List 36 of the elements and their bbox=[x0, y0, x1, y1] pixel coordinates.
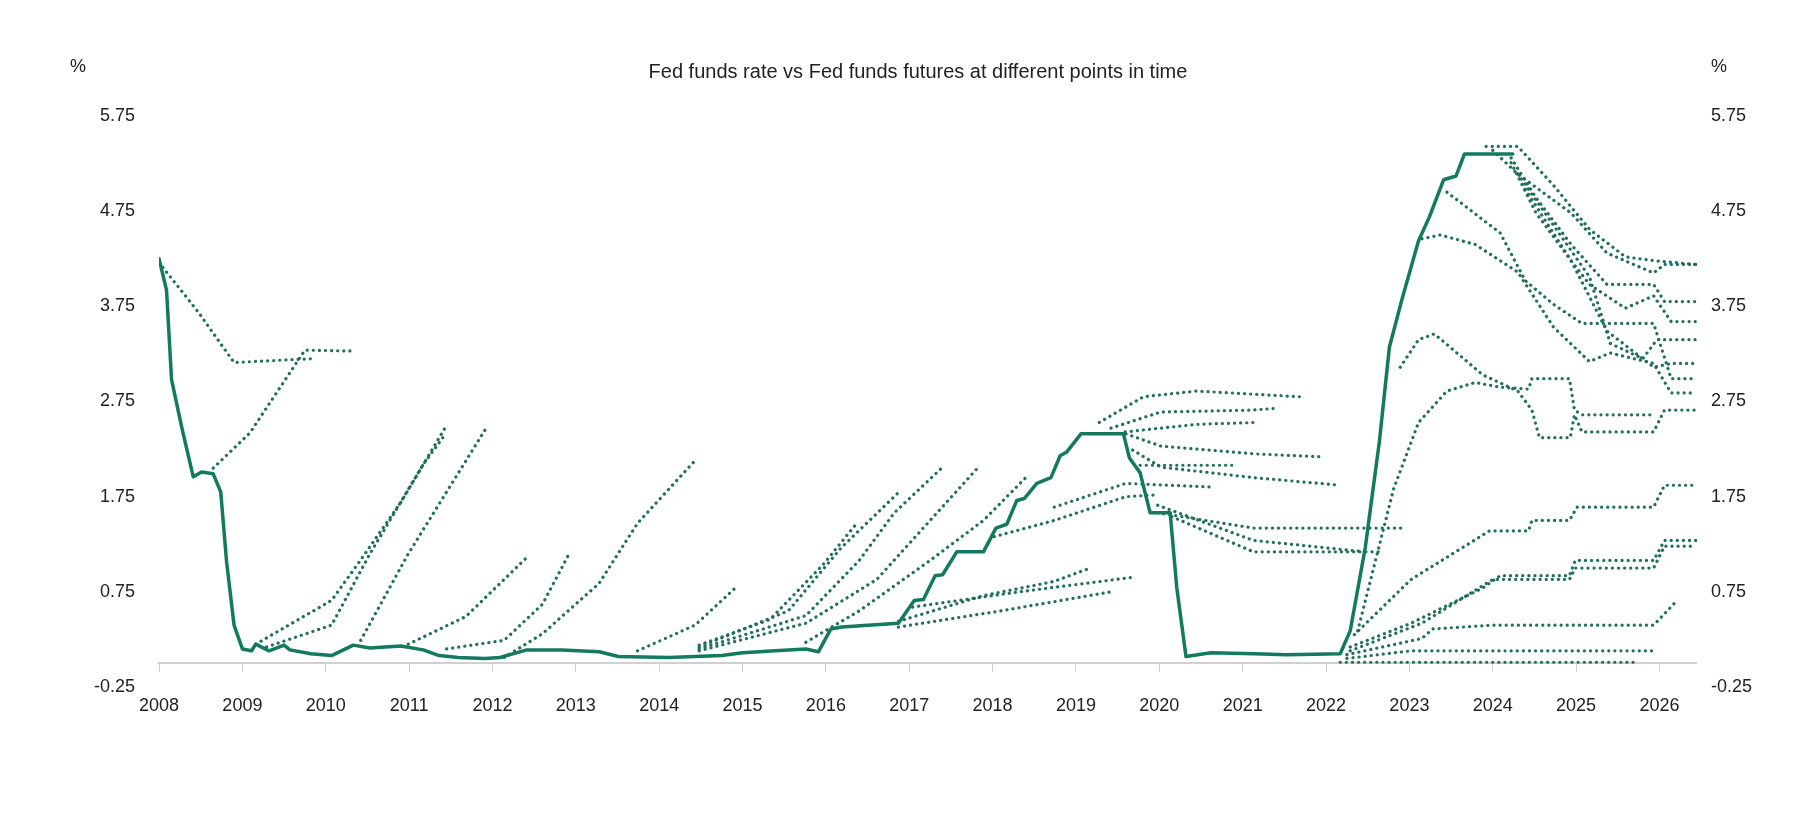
x-tick-label: 2023 bbox=[1389, 694, 1430, 715]
x-tick-label: 2021 bbox=[1222, 694, 1263, 715]
x-tick-label: 2012 bbox=[472, 694, 513, 715]
y2-tick-label: 1.75 bbox=[1710, 485, 1747, 506]
y-tick-label: 3.75 bbox=[99, 295, 136, 316]
y-axis-title: % bbox=[70, 55, 87, 76]
y-tick-label: 4.75 bbox=[99, 200, 136, 221]
y-tick-label: 1.75 bbox=[99, 485, 136, 506]
x-tick-label: 2008 bbox=[139, 694, 180, 715]
x-tick-label: 2020 bbox=[1139, 694, 1180, 715]
x-tick-label: 2018 bbox=[972, 694, 1013, 715]
x-tick-label: 2019 bbox=[1055, 694, 1096, 715]
x-tick-label: 2013 bbox=[555, 694, 596, 715]
x-tick-label: 2014 bbox=[639, 694, 680, 715]
y-tick-label: 5.75 bbox=[99, 104, 136, 125]
chart-title: Fed funds rate vs Fed funds futures at different points in time bbox=[648, 59, 1188, 82]
y-tick-label: 2.75 bbox=[99, 390, 136, 411]
y2-tick-label: 4.75 bbox=[1710, 200, 1747, 221]
x-tick-label: 2017 bbox=[889, 694, 930, 715]
y2-tick-label: 2.75 bbox=[1710, 390, 1747, 411]
x-tick-label: 2011 bbox=[389, 694, 429, 715]
y-tick-label: -0.25 bbox=[94, 675, 136, 696]
y-tick-label: 0.75 bbox=[99, 580, 136, 601]
x-tick-label: 2024 bbox=[1472, 694, 1513, 715]
x-tick-label: 2022 bbox=[1306, 694, 1347, 715]
x-tick-label: 2025 bbox=[1556, 694, 1597, 715]
x-tick-label: 2009 bbox=[222, 694, 263, 715]
x-tick-label: 2016 bbox=[805, 694, 846, 715]
x-tick-label: 2015 bbox=[722, 694, 763, 715]
y2-tick-label: 5.75 bbox=[1710, 104, 1747, 125]
y2-tick-label: -0.25 bbox=[1710, 675, 1752, 696]
y2-tick-label: 0.75 bbox=[1710, 580, 1747, 601]
y2-axis-title: % bbox=[1710, 55, 1727, 76]
y2-tick-label: 3.75 bbox=[1710, 295, 1747, 316]
x-tick-label: 2026 bbox=[1639, 694, 1680, 715]
x-tick-label: 2010 bbox=[305, 694, 346, 715]
